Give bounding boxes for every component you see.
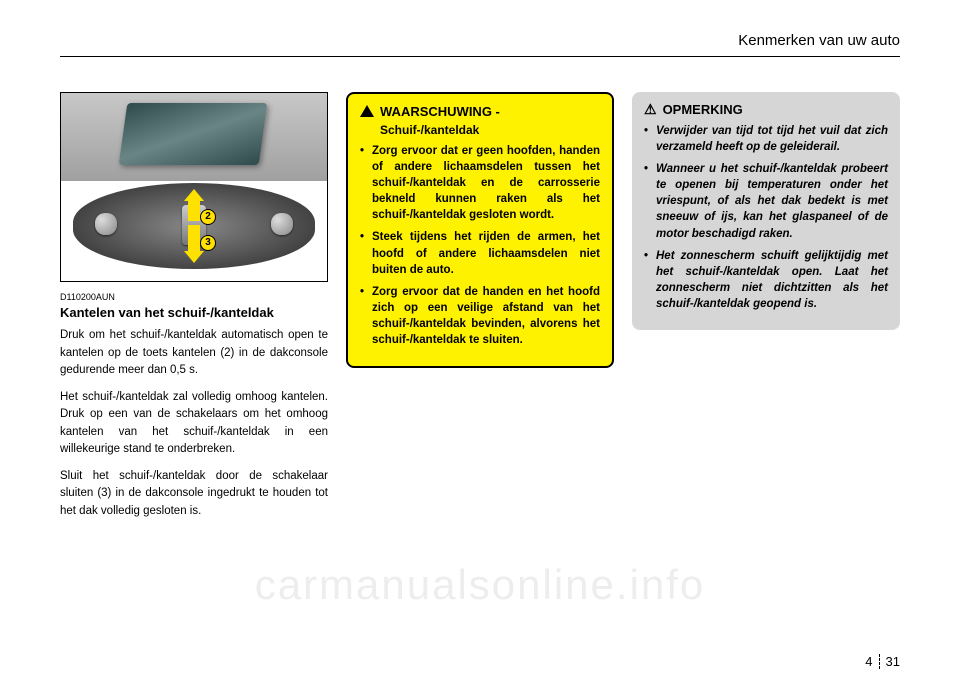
body-paragraph: Sluit het schuif-/kanteldak door de scha…	[60, 468, 328, 520]
warning-item: Zorg ervoor dat er geen hoofden, handen …	[360, 143, 600, 223]
figure-glass-panel	[119, 103, 268, 165]
section-subhead: Kantelen van het schuif-/kanteldak	[60, 305, 328, 321]
footer-page: 31	[886, 654, 900, 669]
notice-title-text: OPMERKING	[663, 102, 743, 117]
header-title: Kenmerken van uw auto	[738, 32, 900, 49]
figure-reference: OCM040030	[260, 266, 321, 277]
header-rule	[60, 56, 900, 57]
warning-subtitle: Schuif-/kanteldak	[380, 123, 600, 137]
warning-title-text: WAARSCHUWING -	[380, 104, 500, 119]
notice-item: Het zonnescherm schuift gelijktijdig met…	[644, 248, 888, 312]
notice-item: Verwijder van tijd tot tijd het vuil dat…	[644, 123, 888, 155]
notice-title: ⚠ OPMERKING	[644, 102, 888, 117]
figure-callout-3: 3	[200, 235, 216, 251]
warning-item: Zorg ervoor dat de handen en het hoofd z…	[360, 284, 600, 348]
notice-triangle-icon: ⚠	[644, 102, 657, 116]
warning-list: Zorg ervoor dat er geen hoofden, handen …	[360, 143, 600, 348]
figure-button-right	[271, 213, 293, 235]
body-paragraph: Het schuif-/kanteldak zal volledig omhoo…	[60, 389, 328, 458]
body-paragraph: Druk om het schuif-/kanteldak automatisc…	[60, 327, 328, 379]
warning-title: WAARSCHUWING -	[360, 104, 600, 119]
notice-box: ⚠ OPMERKING Verwijder van tijd tot tijd …	[632, 92, 900, 330]
footer-chapter: 4	[865, 654, 879, 669]
columns: 2 3 OCM040030 D110200AUN Kantelen van he…	[60, 92, 900, 530]
figure-arrow-down	[188, 225, 200, 253]
notice-item: Wanneer u het schuif-/kanteldak probeert…	[644, 161, 888, 241]
page: Kenmerken van uw auto 2 3 OCM040030 D110…	[0, 0, 960, 689]
notice-list: Verwijder van tijd tot tijd het vuil dat…	[644, 123, 888, 312]
figure-callout-2: 2	[200, 209, 216, 225]
warning-item: Steek tijdens het rijden de armen, het h…	[360, 229, 600, 277]
warning-triangle-icon	[360, 105, 374, 117]
figure-button-left	[95, 213, 117, 235]
column-left: 2 3 OCM040030 D110200AUN Kantelen van he…	[60, 92, 328, 530]
column-right: ⚠ OPMERKING Verwijder van tijd tot tijd …	[632, 92, 900, 530]
column-middle: WAARSCHUWING - Schuif-/kanteldak Zorg er…	[346, 92, 614, 530]
figure-arrow-up	[188, 199, 200, 221]
page-footer: 4 31	[865, 654, 900, 669]
sunroof-figure: 2 3 OCM040030	[60, 92, 328, 282]
caption-code: D110200AUN	[60, 292, 328, 302]
warning-box: WAARSCHUWING - Schuif-/kanteldak Zorg er…	[346, 92, 614, 368]
watermark: carmanualsonline.info	[0, 561, 960, 609]
